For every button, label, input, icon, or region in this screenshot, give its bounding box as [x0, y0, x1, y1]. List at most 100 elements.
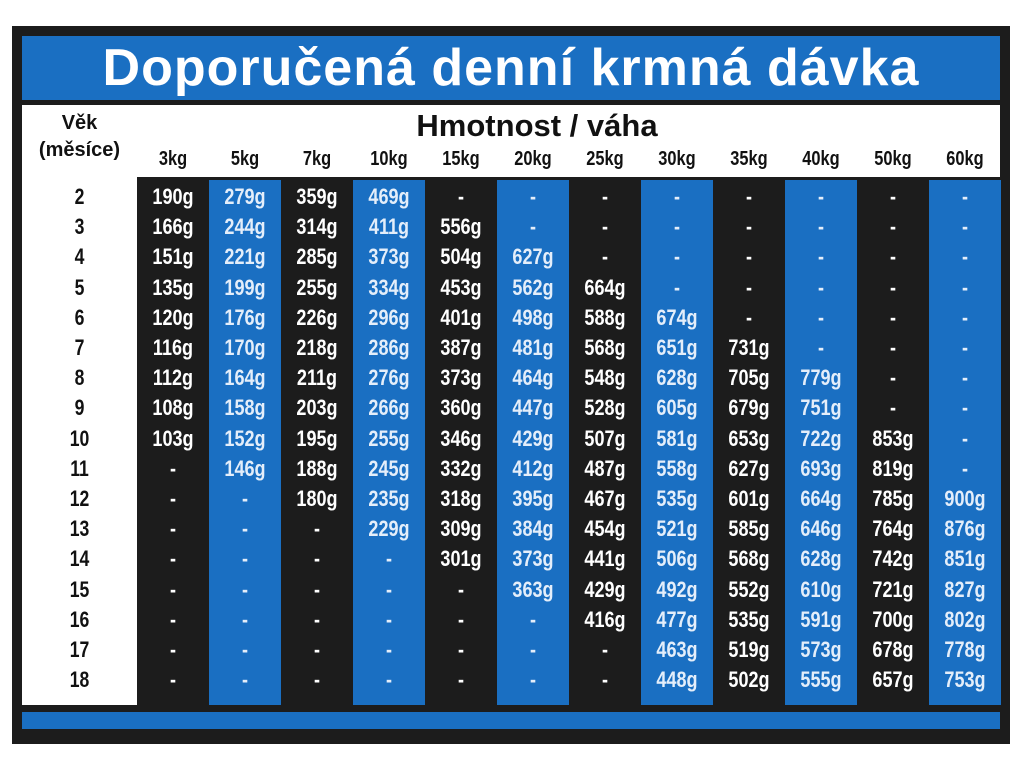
- table-cell: 301g: [440, 546, 482, 572]
- table-cell: 779g: [800, 365, 842, 391]
- table-cell: -: [313, 667, 320, 693]
- weight-column: [785, 180, 857, 705]
- table-cell: 211g: [296, 365, 338, 391]
- table-cell: 146g: [224, 455, 266, 481]
- table-cell: 646g: [800, 516, 842, 542]
- table-cell: 373g: [440, 365, 482, 391]
- weight-label: 30kg: [658, 148, 696, 170]
- table-cell: 180g: [296, 486, 338, 511]
- table-cell: 151g: [152, 244, 194, 270]
- table-cell: 851g: [944, 546, 986, 572]
- table-cell: 519g: [728, 637, 770, 662]
- age-value: 13: [69, 516, 90, 542]
- table-cell: 266g: [368, 395, 410, 421]
- table-cell: -: [961, 214, 968, 240]
- age-value: 9: [74, 395, 85, 421]
- table-cell: -: [817, 184, 824, 209]
- table-cell: 296g: [368, 304, 410, 330]
- table-cell: 229g: [368, 516, 410, 542]
- table-cell: 454g: [584, 516, 626, 542]
- age-header-label: Věk: [61, 112, 98, 134]
- table-cell: -: [745, 304, 752, 330]
- age-header: Věk (měsíce): [22, 110, 137, 164]
- table-cell: 504g: [440, 244, 482, 270]
- weight-label: 25kg: [586, 148, 624, 170]
- weight-label: 10kg: [370, 148, 408, 170]
- table-cell: -: [673, 214, 680, 240]
- table-cell: 628g: [800, 546, 842, 572]
- table-cell: 556g: [440, 214, 482, 240]
- table-cell: -: [313, 516, 320, 542]
- table-cell: 664g: [800, 486, 842, 511]
- table-cell: 502g: [728, 667, 770, 693]
- table-cell: 802g: [944, 606, 986, 632]
- table-cell: 528g: [584, 395, 626, 421]
- table-cell: -: [961, 395, 968, 421]
- table-cell: 332g: [440, 455, 482, 481]
- table-cell: -: [313, 576, 320, 602]
- table-cell: 395g: [512, 486, 554, 511]
- table-cell: -: [817, 304, 824, 330]
- table-cell: 387g: [440, 335, 482, 360]
- table-cell: -: [241, 576, 248, 602]
- weight-label: 50kg: [874, 148, 912, 170]
- table-cell: 876g: [944, 516, 986, 542]
- table-cell: -: [889, 335, 896, 360]
- table-cell: -: [385, 546, 392, 572]
- table-cell: -: [313, 606, 320, 632]
- table-cell: 605g: [656, 395, 698, 421]
- table-cell: 373g: [512, 546, 554, 572]
- weight-column: [497, 180, 569, 705]
- table-cell: -: [601, 244, 608, 270]
- table-cell: -: [241, 486, 248, 511]
- age-value: 2: [74, 184, 85, 209]
- table-cell: 359g: [296, 184, 338, 209]
- age-value: 4: [74, 244, 85, 270]
- table-cell: -: [529, 214, 536, 240]
- table-cell: 158g: [224, 395, 266, 421]
- table-cell: -: [673, 274, 680, 300]
- table-cell: -: [961, 184, 968, 209]
- table-cell: 120g: [152, 304, 194, 330]
- table-cell: 705g: [728, 365, 770, 391]
- table-cell: 416g: [584, 606, 626, 632]
- table-cell: 411g: [368, 214, 410, 240]
- age-value: 14: [69, 546, 90, 572]
- table-cell: 585g: [728, 516, 770, 542]
- table-cell: -: [385, 667, 392, 693]
- table-cell: -: [817, 335, 824, 360]
- table-cell: -: [601, 637, 608, 662]
- weight-label: 7kg: [302, 148, 332, 170]
- table-cell: 764g: [872, 516, 914, 542]
- table-cell: -: [817, 274, 824, 300]
- table-cell: -: [889, 214, 896, 240]
- table-cell: 521g: [656, 516, 698, 542]
- table-cell: 742g: [872, 546, 914, 572]
- table-cell: -: [169, 576, 176, 602]
- weight-column: [569, 180, 641, 705]
- table-cell: 469g: [368, 184, 410, 209]
- table-cell: 492g: [656, 576, 698, 602]
- table-cell: -: [889, 395, 896, 421]
- table-cell: 463g: [656, 637, 698, 662]
- table-cell: 548g: [584, 365, 626, 391]
- table-cell: 429g: [512, 425, 554, 451]
- table-cell: 363g: [512, 576, 554, 602]
- table-cell: 555g: [800, 667, 842, 693]
- table-cell: 190g: [152, 184, 194, 209]
- table-cell: 627g: [728, 455, 770, 481]
- table-cell: 360g: [440, 395, 482, 421]
- table-cell: 245g: [368, 455, 410, 481]
- table-cell: -: [889, 244, 896, 270]
- weight-column: [713, 180, 785, 705]
- table-cell: 199g: [224, 274, 266, 300]
- age-column: [22, 105, 137, 705]
- table-cell: 203g: [296, 395, 338, 421]
- table-cell: -: [169, 606, 176, 632]
- table-cell: -: [169, 546, 176, 572]
- table-cell: 467g: [584, 486, 626, 511]
- age-value: 12: [69, 486, 90, 511]
- age-value: 17: [69, 637, 90, 662]
- table-cell: -: [241, 606, 248, 632]
- table-cell: -: [241, 637, 248, 662]
